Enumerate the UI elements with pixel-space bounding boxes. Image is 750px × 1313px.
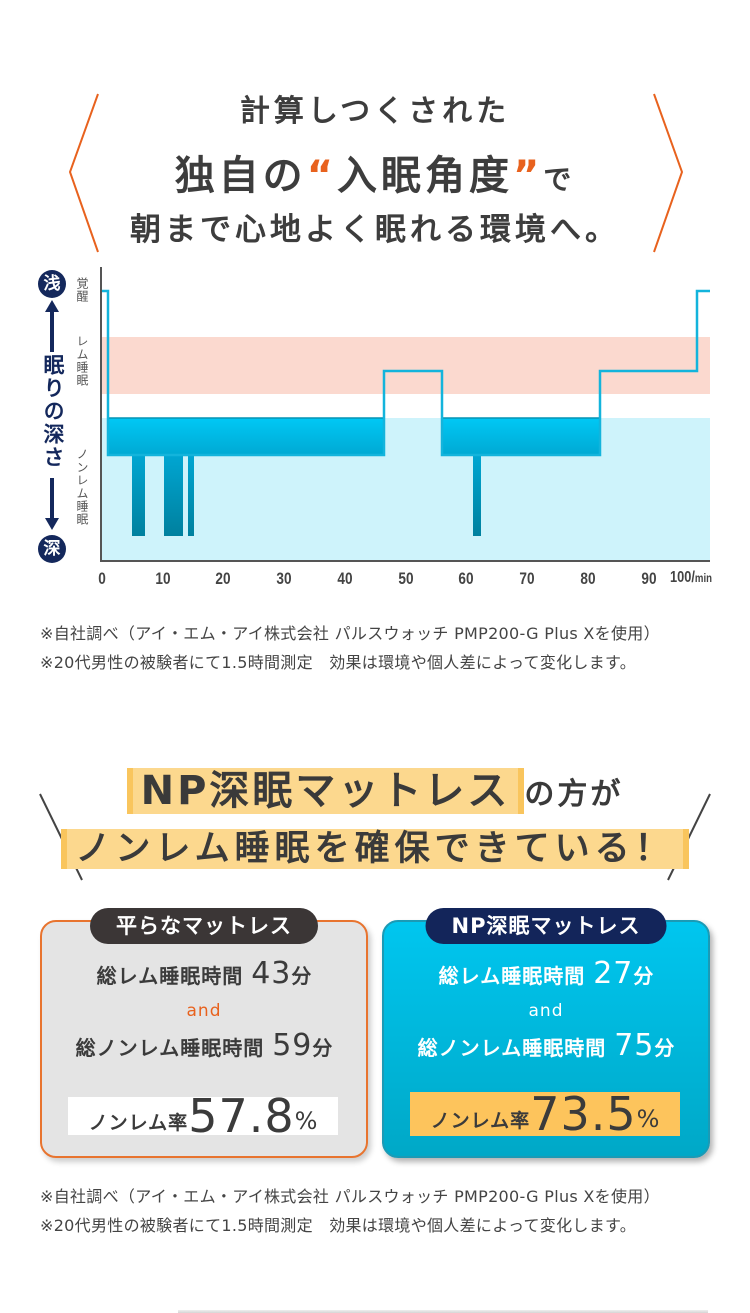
hero-right-bracket-icon <box>653 93 684 253</box>
rem-time-row: 総レム睡眠時間 27分 <box>384 956 708 991</box>
x-tick-100: 100/ <box>670 569 695 586</box>
footnote-1: ※自社調べ（アイ・エム・アイ株式会社 パルスウォッチ PMP200-G Plus… <box>40 624 660 643</box>
deep-badge: 深 <box>38 535 66 563</box>
rem-time-row: 総レム睡眠時間 43分 <box>42 956 366 991</box>
rem-time-value: 27 <box>593 956 634 991</box>
card-title-pill: 平らなマットレス <box>90 908 318 944</box>
hero-line-2: 独自の“入眠角度”で <box>0 143 750 201</box>
x-tick: 20 <box>215 569 231 588</box>
nonrem-time-label: 総ノンレム睡眠時間 <box>75 1036 265 1060</box>
comparison-title: NP深眠マットレス の方が <box>0 758 750 816</box>
and-text: and <box>186 1001 222 1021</box>
close-quote: ” <box>512 153 544 199</box>
x-tick: 30 <box>276 569 292 588</box>
rem-time-label: 総レム睡眠時間 <box>96 964 244 988</box>
x-tick-last: 100/min <box>670 569 712 587</box>
and-text: and <box>528 1001 564 1021</box>
hero-line-1: 計算しつくされた <box>239 94 511 129</box>
np-mattress-card: NP深眠マットレス 総レム睡眠時間 27分 and 総ノンレム睡眠時間 75分 ノン… <box>382 908 710 1158</box>
x-tick: 70 <box>519 569 535 588</box>
nonrem-rate-label: ノンレム率 <box>430 1110 531 1132</box>
nonrem-time-value: 75 <box>614 1028 655 1063</box>
depth-axis-title: 眠りの深さ <box>41 354 65 469</box>
comparison-subtitle: ノンレム睡眠を確保できている！ <box>0 820 750 871</box>
flat-mattress-card: 平らなマットレス 総レム睡眠時間 43分 and 総ノンレム睡眠時間 59分 ノンレ… <box>40 908 368 1158</box>
x-tick: 90 <box>641 569 657 588</box>
nonrem-time-unit: 分 <box>654 1036 675 1060</box>
rem-time-unit: 分 <box>291 964 312 988</box>
nonrem-rate-unit: % <box>294 1107 318 1135</box>
card-title-pill: NP深眠マットレス <box>425 908 667 944</box>
nonrem-time-label: 総ノンレム睡眠時間 <box>417 1036 607 1060</box>
rem-time-label: 総レム睡眠時間 <box>438 964 586 988</box>
bottom-divider <box>178 1310 708 1313</box>
open-quote: “ <box>306 153 337 199</box>
shallow-badge: 浅 <box>38 270 66 298</box>
awake-label: 覚醒 <box>75 277 89 303</box>
nonrem-rate-value: 57.8 <box>188 1089 295 1143</box>
footnote-4: ※20代男性の被験者にて1.5時間測定 効果は環境や個人差によって変化します。 <box>40 1216 637 1235</box>
nonrem-time-row: 総ノンレム睡眠時間 59分 <box>42 1028 366 1063</box>
rem-time-unit: 分 <box>633 964 654 988</box>
comparison-title-highlight: NP深眠マットレス <box>126 768 525 814</box>
sleep-stage-chart <box>100 267 710 562</box>
nonrem-rate-unit: % <box>636 1105 660 1133</box>
nonrem-rate-label: ノンレム率 <box>88 1112 189 1134</box>
rem-band <box>102 337 710 394</box>
hero-line-3: 朝まで心地よく眠れる環境へ。 <box>130 212 620 248</box>
x-unit: min <box>694 571 712 585</box>
x-tick: 0 <box>98 569 106 588</box>
footnote-2: ※20代男性の被験者にて1.5時間測定 効果は環境や個人差によって変化します。 <box>40 653 637 672</box>
nonrem-time-unit: 分 <box>312 1036 333 1060</box>
nonrem-time-row: 総ノンレム睡眠時間 75分 <box>384 1028 708 1063</box>
comparison-title-rest: の方が <box>524 777 624 812</box>
arrow-up-icon <box>45 300 59 352</box>
hero-left-bracket-icon <box>68 93 99 253</box>
nonrem-label: ノンレム睡眠 <box>75 448 89 526</box>
hero-line-2-before: 独自の <box>174 153 307 199</box>
arrow-down-icon <box>45 478 59 530</box>
nonrem-rate-value: 73.5 <box>530 1087 637 1141</box>
x-tick: 80 <box>580 569 596 588</box>
nonrem-rate-box: ノンレム率73.5% <box>410 1091 680 1137</box>
rem-time-value: 43 <box>251 956 292 991</box>
hero-emphasis: 入眠角度 <box>336 153 513 199</box>
x-tick: 50 <box>398 569 414 588</box>
nonrem-rate-box: ノンレム率57.8% <box>68 1093 338 1139</box>
rem-label: レム睡眠 <box>75 335 89 387</box>
comparison-subtitle-highlight: ノンレム睡眠を確保できている！ <box>61 829 689 869</box>
x-tick: 60 <box>458 569 474 588</box>
footnote-3: ※自社調べ（アイ・エム・アイ株式会社 パルスウォッチ PMP200-G Plus… <box>40 1187 660 1206</box>
hero-line-2-after: で <box>543 163 576 196</box>
x-tick: 40 <box>337 569 353 588</box>
nonrem-time-value: 59 <box>272 1028 313 1063</box>
x-tick: 10 <box>155 569 171 588</box>
